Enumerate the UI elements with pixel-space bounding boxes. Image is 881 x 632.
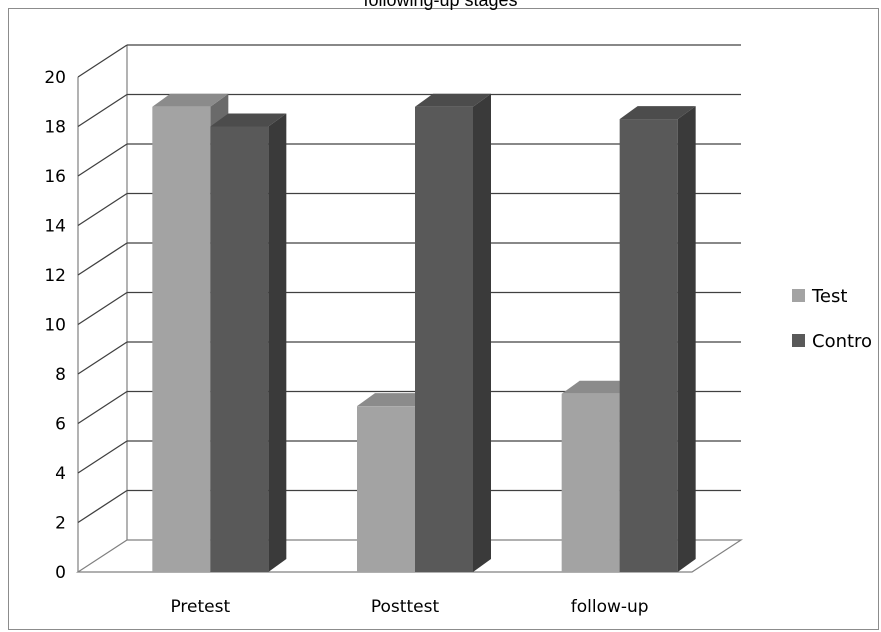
floor [75, 539, 744, 573]
legend-label-contro: Contro [812, 331, 872, 352]
x-tick-label: Posttest [371, 597, 440, 617]
bar-front [210, 126, 269, 572]
x-tick-label: follow-up [571, 597, 649, 617]
bar-front [415, 106, 473, 572]
y-tick-label: 12 [44, 266, 66, 286]
y-tick-label: 18 [44, 118, 66, 138]
y-tick-label: 10 [44, 316, 66, 336]
legend-swatch-test [792, 289, 805, 302]
y-tick-label: 6 [55, 415, 66, 435]
chart-title: following-up stages [363, 0, 518, 10]
y-tick-label: 2 [55, 514, 66, 534]
gridline-diagonal [77, 291, 128, 326]
x-tick-label: Pretest [170, 597, 230, 617]
bar-top [561, 380, 638, 394]
bar-front [357, 406, 415, 572]
bar-contro-posttest [415, 93, 491, 572]
x-axis: Pretest Posttest follow-up [170, 597, 648, 617]
gridline-diagonal [77, 440, 128, 474]
legend-swatch-contro [792, 334, 805, 347]
bar-front [561, 393, 620, 572]
bar-side [677, 106, 696, 572]
y-tick-label: 16 [44, 167, 66, 187]
bar-top [415, 93, 491, 107]
bars [152, 93, 696, 572]
gridline-diagonal [77, 341, 128, 375]
bar-top [619, 106, 696, 120]
gridline-diagonal [77, 143, 128, 177]
bar-front [152, 106, 211, 572]
y-tick-label: 4 [55, 464, 66, 484]
bar-top [152, 93, 229, 107]
bar-top [210, 113, 287, 127]
bar-top [357, 393, 433, 407]
y-tick-label: 0 [55, 563, 66, 583]
bar-front [619, 119, 678, 572]
y-tick-label: 14 [44, 217, 66, 237]
y-tick-label: 8 [55, 365, 66, 385]
legend-label-test: Test [811, 286, 847, 307]
bar-side [268, 113, 287, 572]
y-tick-label: 20 [44, 68, 66, 88]
bar-contro-follow-up [619, 106, 696, 572]
legend: Test Contro [792, 286, 872, 352]
bar-contro-pretest [210, 113, 287, 572]
bar-side [473, 93, 491, 572]
gridline-diagonal [77, 242, 128, 276]
gridline-diagonal [77, 44, 128, 78]
y-axis: 0 2 4 6 8 10 12 14 16 18 20 [44, 68, 66, 583]
gridline-diagonal [77, 192, 128, 227]
gridline-diagonal [77, 390, 128, 425]
gridline-diagonal [77, 489, 128, 524]
gridline-diagonal [77, 93, 128, 128]
